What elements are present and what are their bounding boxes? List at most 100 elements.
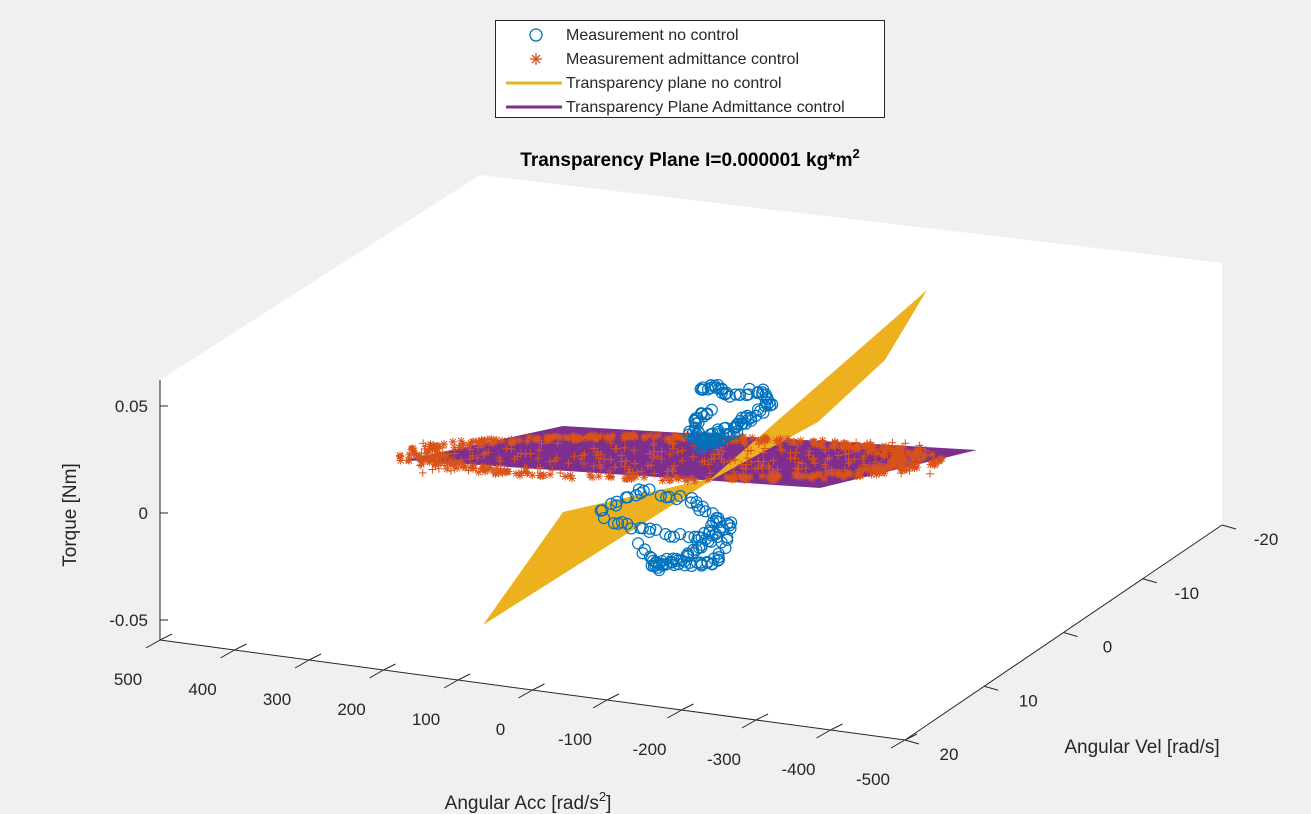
no-control-point: [701, 407, 714, 420]
admittance-point: [459, 441, 468, 450]
x-tick-mark: [904, 733, 918, 741]
admittance-point: [726, 456, 735, 465]
x-tick-label: -100: [558, 730, 592, 749]
y-axis-label: Angular Vel [rad/s]: [1064, 737, 1219, 758]
admittance-point: [620, 474, 629, 483]
no-control-point: [733, 388, 747, 401]
no-control-point: [695, 407, 708, 420]
admittance-point: [580, 449, 589, 458]
admittance-point: [911, 451, 920, 460]
admittance-point: [457, 456, 466, 465]
admittance-point: [484, 448, 493, 457]
x-axis-label: Angular Acc [rad/s2]: [445, 789, 612, 814]
admittance-point: [792, 448, 801, 457]
admittance-point: [866, 438, 875, 447]
admittance-point: [872, 445, 881, 454]
no-control-point: [610, 499, 623, 512]
admittance-point: [914, 459, 923, 468]
no-control-point: [741, 409, 754, 422]
admittance-point: [536, 463, 545, 472]
admittance-point: [670, 462, 679, 471]
admittance-point: [858, 454, 867, 463]
y-tick-label: 10: [1019, 691, 1038, 710]
admittance-point: [589, 462, 598, 471]
admittance-point: [769, 456, 778, 465]
admittance-point: [649, 447, 658, 456]
admittance-point: [658, 476, 667, 485]
no-control-point: [720, 386, 733, 399]
admittance-point: [631, 472, 640, 481]
admittance-point: [820, 460, 829, 469]
admittance-point: [523, 437, 532, 446]
admittance-point: [633, 467, 642, 476]
legend-item-admittance: Measurement admittance control: [496, 48, 884, 72]
z-tick-label: 0.05: [115, 397, 148, 416]
admittance-point: [729, 467, 738, 476]
admittance-point: [436, 459, 445, 468]
y-tick-label: -10: [1174, 584, 1199, 603]
admittance-point: [852, 472, 861, 481]
admittance-point: [438, 443, 447, 452]
admittance-point: [607, 473, 616, 482]
admittance-point: [589, 444, 598, 453]
admittance-point: [844, 459, 853, 468]
no-control-point: [649, 523, 663, 536]
admittance-point: [704, 460, 713, 469]
admittance-point: [600, 455, 609, 464]
admittance-point: [739, 433, 748, 442]
admittance-point: [583, 433, 592, 442]
admittance-point: [879, 445, 888, 454]
x-tick-mark: [606, 693, 620, 701]
admittance-point: [535, 446, 544, 455]
admittance-point: [464, 466, 473, 475]
legend: Measurement no control Measurement admit…: [495, 20, 885, 118]
no-control-point: [684, 496, 697, 509]
admittance-point: [548, 432, 557, 441]
admittance-point: [818, 436, 827, 445]
admittance-point: [553, 439, 562, 448]
admittance-point: [801, 464, 810, 473]
admittance-point: [740, 438, 749, 447]
admittance-point: [896, 460, 905, 469]
admittance-point: [665, 476, 674, 485]
admittance-point: [905, 466, 914, 475]
admittance-point: [689, 452, 698, 461]
axis-ticks: 0.050-0.055004003002001000-100-200-300-4…: [109, 397, 1278, 789]
admittance-point: [551, 456, 560, 465]
admittance-point: [707, 455, 716, 464]
no-control-point: [631, 537, 645, 550]
no-control-point: [625, 522, 638, 535]
admittance-point: [798, 459, 807, 468]
no-control-point: [739, 411, 752, 424]
no-control-point: [654, 489, 667, 502]
admittance-point: [436, 451, 445, 460]
no-control-point: [721, 533, 734, 547]
admittance-point: [663, 467, 672, 476]
admittance-point: [678, 456, 687, 465]
admittance-point: [617, 451, 626, 460]
admittance-point: [430, 457, 439, 466]
admittance-point: [793, 464, 802, 473]
admittance-point: [764, 473, 773, 482]
x-tick-mark: [890, 739, 906, 749]
admittance-point: [566, 471, 575, 480]
admittance-point: [479, 450, 488, 459]
x-tick-label: 400: [188, 680, 216, 699]
admittance-point: [815, 440, 824, 449]
admittance-point: [643, 461, 652, 470]
admittance-point: [630, 459, 639, 468]
admittance-point: [797, 472, 806, 481]
admittance-point: [605, 467, 614, 476]
admittance-point: [622, 432, 631, 441]
x-tick-label: -500: [856, 770, 890, 789]
admittance-point: [629, 432, 638, 441]
admittance-point: [425, 444, 434, 453]
admittance-point: [921, 446, 930, 455]
admittance-point: [489, 468, 498, 477]
line-swatch-icon: [506, 105, 562, 109]
admittance-point: [850, 444, 859, 453]
admittance-point: [606, 438, 615, 447]
admittance-point: [905, 459, 914, 468]
admittance-point: [852, 442, 861, 451]
